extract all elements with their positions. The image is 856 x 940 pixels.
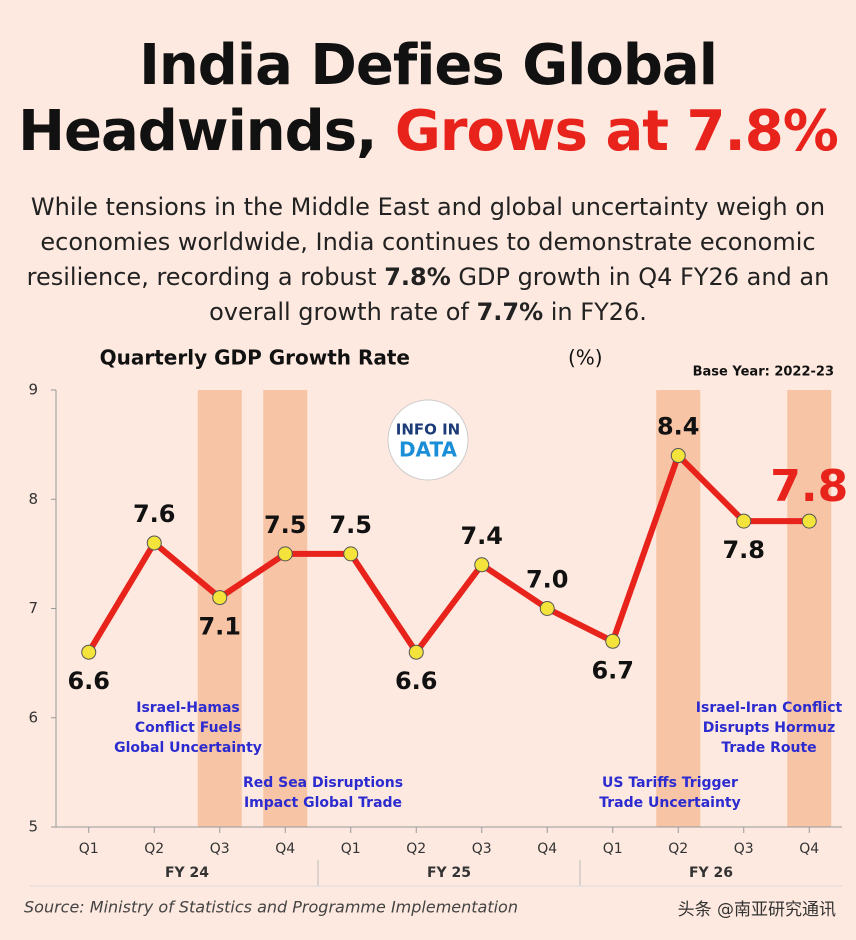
annotation: Red Sea Disruptions [243,775,403,791]
x-tick-label: Q3 [210,841,230,857]
watermark: 头条 @南亚研究通讯 [678,900,836,920]
y-tick-label: 6 [28,708,38,726]
group-label: FY 26 [689,865,733,881]
annotation: Israel-Iran Conflict [696,700,843,716]
subtitle-bold: 7.7% [476,298,544,326]
x-tick-label: Q1 [603,841,623,857]
value-label: 7.6 [133,500,176,528]
annotation: Global Uncertainty [114,740,262,756]
y-tick-label: 8 [28,490,38,508]
highlight-band [197,390,242,827]
annotation: Conflict Fuels [135,720,241,736]
marker [146,535,162,551]
marker [605,633,621,649]
value-label: 7.5 [264,511,307,539]
x-tick-label: Q2 [406,841,426,857]
x-tick-label: Q3 [734,841,754,857]
value-label: 6.6 [395,667,438,695]
title-highlight: Grows at 7.8% [394,99,839,164]
title-line-2: Headwinds, Grows at 7.8% [0,100,856,164]
value-label: 6.6 [67,667,110,695]
annotation: Trade Route [721,740,816,756]
value-label: 8.4 [657,413,700,441]
source: Source: Ministry of Statistics and Progr… [24,898,518,917]
subtitle-text: While tensions in the Middle East and gl… [26,193,826,291]
annotation: Impact Global Trade [244,795,402,811]
value-label: 7.8 [722,536,765,564]
highlight-band [787,390,832,827]
annotation: Disrupts Hormuz [703,720,836,736]
group-label: FY 25 [427,865,471,881]
annotation: Trade Uncertainty [599,795,741,811]
marker [474,557,490,573]
marker [343,546,359,562]
chart-unit: (%) [568,346,603,370]
x-tick-label: Q1 [341,841,361,857]
subtitle-text: GDP growth in Q4 FY26 and an overall gro… [209,263,830,326]
title-part: Headwinds, [18,99,377,164]
x-tick-label: Q3 [472,841,492,857]
logo-text: INFO IN [396,421,461,439]
value-label: 7.1 [198,613,241,641]
marker [277,546,293,562]
x-tick-label: Q4 [537,841,557,857]
highlight-band [263,390,308,827]
value-label: 7.5 [329,511,372,539]
value-label: 6.7 [591,656,634,684]
value-label-highlight: 7.8 [770,461,848,512]
base-year: Base Year: 2022-23 [693,365,834,380]
y-tick-label: 9 [28,381,38,399]
marker [81,644,97,660]
annotation: Israel-Hamas [136,700,240,716]
marker [670,448,686,464]
value-label: 7.0 [526,566,569,594]
x-tick-label: Q4 [799,841,819,857]
marker [539,601,555,616]
group-label: FY 24 [165,865,209,881]
logo-circle [387,399,469,481]
marker [212,590,228,606]
subtitle-text: in FY26. [543,298,647,326]
logo-text: DATA [399,438,458,462]
y-tick-label: 7 [28,599,38,617]
marker [736,513,752,529]
title-line-1: India Defies Global [139,33,718,98]
x-tick-label: Q4 [275,841,295,857]
chart-title: Quarterly GDP Growth Rate [100,346,410,370]
y-tick-label: 5 [28,818,38,836]
x-tick-label: Q2 [668,841,688,857]
annotation: US Tariffs Trigger [602,775,738,791]
data-line [86,452,810,656]
x-tick-label: Q1 [79,841,99,857]
marker [801,513,817,529]
x-tick-label: Q2 [144,841,164,857]
value-label: 7.4 [460,522,503,550]
marker [408,644,424,660]
subtitle: While tensions in the Middle East and gl… [18,190,838,330]
subtitle-bold: 7.8% [384,263,451,291]
